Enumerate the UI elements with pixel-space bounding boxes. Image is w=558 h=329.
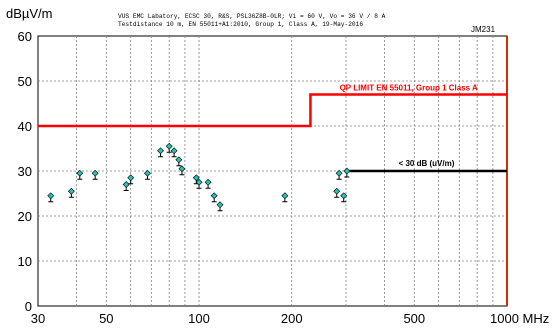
y-tick-label: 40 xyxy=(18,119,32,134)
data-point xyxy=(76,169,84,180)
y-axis-unit: dBµV/m xyxy=(6,6,53,21)
x-tick-label: 100 xyxy=(188,311,210,326)
data-point-diamond xyxy=(157,147,164,155)
x-tick-label: 30 xyxy=(31,311,45,326)
x-tick-label: 200 xyxy=(281,311,303,326)
qp-limit-line xyxy=(38,93,507,128)
line-labels: QP LIMIT EN 55011, Group 1 Class A < 30 d… xyxy=(340,84,478,169)
data-point-diamond xyxy=(165,142,173,150)
data-point-diamond xyxy=(170,147,178,155)
data-point-diamond xyxy=(340,192,348,200)
data-point-diamond xyxy=(178,165,186,173)
header-line-1: VUS EMC Labatory, ECSC 30, R&S, PSL36Z8B… xyxy=(118,13,386,20)
data-point xyxy=(170,147,178,158)
data-point-diamond xyxy=(204,178,212,186)
data-point-diamond xyxy=(127,174,135,182)
data-point-diamond xyxy=(216,201,224,209)
data-point xyxy=(192,174,200,185)
data-point-diamond xyxy=(175,156,183,164)
x-tick-label: 1000 MHz xyxy=(490,311,549,326)
data-point xyxy=(122,181,130,191)
data-point-diamond xyxy=(122,181,130,188)
qp-limit-label: QP LIMIT EN 55011, Group 1 Class A xyxy=(340,84,478,93)
id-tag: JM231 xyxy=(471,25,496,34)
data-point-diamond xyxy=(67,187,75,195)
y-tick-label: 30 xyxy=(18,164,32,179)
data-point xyxy=(210,192,218,203)
data-point xyxy=(47,192,55,203)
data-point xyxy=(67,187,75,198)
data-point xyxy=(165,142,173,153)
y-tick-label: 0 xyxy=(25,299,32,314)
data-point xyxy=(175,156,183,167)
x-tick-label: 50 xyxy=(99,311,113,326)
data-point-diamond xyxy=(195,178,203,186)
y-tick-label: 20 xyxy=(18,209,32,224)
data-point xyxy=(178,165,186,176)
data-point xyxy=(216,201,224,212)
data-markers xyxy=(47,142,351,212)
data-point xyxy=(144,169,151,180)
data-point xyxy=(281,192,289,203)
limit-lines xyxy=(38,93,507,173)
header-line-2: Testdistance 10 m, EN 55011+A1:2010, Gro… xyxy=(118,21,364,28)
data-point xyxy=(335,169,343,180)
y-tick-label: 10 xyxy=(18,254,32,269)
data-point xyxy=(157,147,164,158)
y-tick-label: 50 xyxy=(18,74,32,89)
target-label: < 30 dB (uV/m) xyxy=(399,159,455,168)
data-point xyxy=(204,178,212,189)
data-point xyxy=(333,187,341,198)
data-point-diamond xyxy=(76,169,84,177)
data-point-diamond xyxy=(91,169,99,177)
data-point xyxy=(127,174,135,185)
grid xyxy=(38,36,508,306)
data-point xyxy=(340,192,348,203)
data-point-diamond xyxy=(333,187,341,195)
data-point-diamond xyxy=(281,192,289,200)
data-point-diamond xyxy=(47,192,55,200)
y-tick-label: 60 xyxy=(18,29,32,44)
data-point-diamond xyxy=(192,174,200,182)
data-point-diamond xyxy=(144,169,151,177)
x-tick-label: 500 xyxy=(403,311,425,326)
data-point xyxy=(195,178,203,189)
data-point xyxy=(91,169,99,180)
data-point xyxy=(343,167,351,178)
data-point-diamond xyxy=(210,192,218,200)
data-point-diamond xyxy=(343,167,351,175)
data-point-diamond xyxy=(335,169,343,177)
x-tick-labels: 30 50 100 200 500 1000 MHz xyxy=(31,311,549,326)
y-tick-labels: 0 10 20 30 40 50 60 xyxy=(18,29,32,314)
